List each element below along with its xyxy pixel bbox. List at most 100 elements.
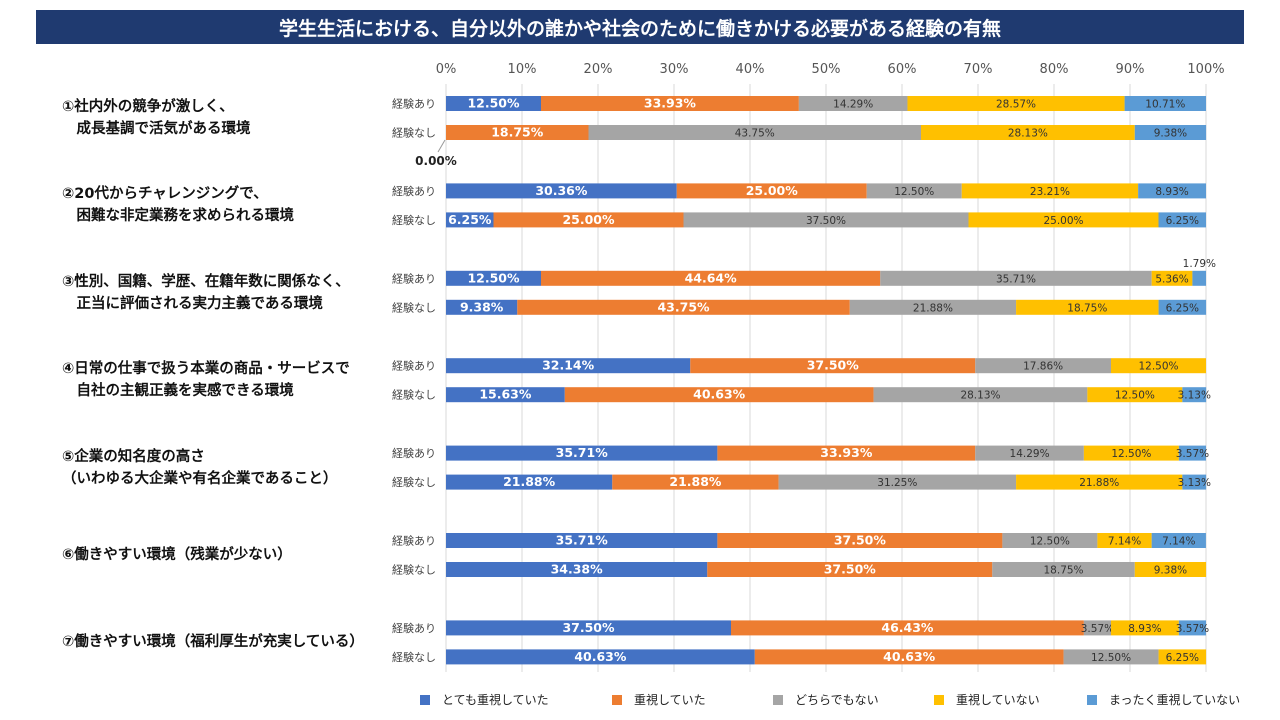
x-tick-label: 50% <box>812 62 841 77</box>
bar-segment <box>754 649 1064 665</box>
legend-label: どちらでもない <box>795 693 879 707</box>
row-label: 経験あり <box>392 621 436 635</box>
data-label: 3.57% <box>1176 448 1209 460</box>
bar-segment <box>1016 299 1159 315</box>
legend-item: 重視していない <box>934 691 1040 708</box>
bar-segment <box>1063 649 1159 665</box>
data-label: 35.71% <box>996 273 1036 285</box>
legend-item: 重視していた <box>612 691 706 708</box>
legend-swatch <box>773 694 783 705</box>
data-label: 3.57% <box>1176 623 1209 635</box>
bar-segment <box>907 96 1125 111</box>
data-label: 6.25% <box>1166 302 1199 314</box>
legend-label: とても重視していた <box>442 693 549 707</box>
bar-segment <box>1083 620 1111 636</box>
data-label: 28.13% <box>1008 128 1048 140</box>
data-label: 43.75% <box>735 128 775 140</box>
bar-segment <box>1083 445 1179 461</box>
data-label: 40.63% <box>693 387 746 402</box>
row-label: 経験なし <box>392 388 436 402</box>
legend-item: まったく重視していない <box>1087 691 1240 708</box>
data-label: 33.93% <box>820 445 873 460</box>
bar-segment <box>517 299 850 315</box>
bar-segment <box>446 445 718 461</box>
bar-segment <box>1134 125 1207 140</box>
category-label: ⑤企業の知名度の高さ （いわゆる大企業や有名企業であること） <box>62 448 338 487</box>
bar-segment <box>446 387 565 403</box>
category-label: ④日常の仕事で扱う本業の商品・サービスで 自社の主観正義を実感できる環境 <box>62 361 350 400</box>
bar-segment <box>707 562 993 577</box>
data-label: 12.50% <box>467 96 520 111</box>
legend-swatch <box>1087 694 1097 705</box>
bar-segment <box>1016 474 1183 490</box>
bar-segment <box>541 96 799 111</box>
x-tick-label: 30% <box>660 62 689 77</box>
data-label: 6.25% <box>448 212 492 227</box>
bar-segment <box>446 649 755 665</box>
bar-segment <box>683 212 969 228</box>
data-label: 46.43% <box>881 620 934 635</box>
bar-segment <box>1182 387 1207 403</box>
bar-segment <box>731 620 1084 636</box>
data-label: 7.14% <box>1108 536 1141 548</box>
x-tick-label: 0% <box>436 62 457 77</box>
data-label: 37.50% <box>834 533 887 548</box>
bar-segment <box>778 474 1017 490</box>
data-label: 33.93% <box>644 96 697 111</box>
bar-segment <box>717 445 976 461</box>
bar-segment <box>1158 299 1207 315</box>
x-tick-label: 40% <box>736 62 765 77</box>
bar-segment <box>1138 183 1206 199</box>
legend-swatch <box>420 694 430 705</box>
bar-segment <box>541 270 881 286</box>
data-label: 1.79% <box>1183 258 1216 270</box>
legend-swatch <box>612 694 622 705</box>
bar-segment <box>1002 533 1098 548</box>
data-label: 10.71% <box>1145 99 1185 111</box>
chart-title: 学生生活における、自分以外の誰かや社会のために働きかける必要がある経験の有無 <box>36 10 1244 44</box>
bar-segment <box>1178 445 1206 461</box>
bar-segment <box>446 474 613 490</box>
data-label: 12.50% <box>1138 361 1178 373</box>
bar-segment <box>1151 533 1206 548</box>
bar-segment <box>921 125 1135 140</box>
data-label: 21.88% <box>669 474 722 489</box>
bar-segment <box>446 183 677 199</box>
bar-segment <box>1134 562 1207 577</box>
data-label: 18.75% <box>491 125 544 140</box>
data-label: 3.13% <box>1178 477 1211 489</box>
bar-segment <box>690 358 976 374</box>
bar-segment <box>968 212 1159 228</box>
bar-segment <box>717 533 1003 548</box>
bar-segment <box>1178 620 1206 636</box>
data-label: 9.38% <box>1154 128 1187 140</box>
bar-segment <box>1158 649 1207 665</box>
data-label: 37.50% <box>824 562 877 577</box>
data-label: 23.21% <box>1030 186 1070 198</box>
bar-segment <box>866 183 962 199</box>
data-label: 6.25% <box>1166 652 1199 664</box>
row-label: 経験あり <box>392 534 436 548</box>
legend-swatch <box>934 694 944 705</box>
legend-item: どちらでもない <box>773 691 879 708</box>
data-label: 6.25% <box>1166 215 1199 227</box>
data-label: 5.36% <box>1155 273 1188 285</box>
bar-segment <box>588 125 921 140</box>
bar-segment <box>446 96 541 111</box>
data-label: 12.50% <box>467 270 520 285</box>
bar-segment <box>975 445 1084 461</box>
row-label: 経験なし <box>392 563 436 577</box>
bar-segment <box>1192 270 1206 286</box>
row-label: 経験なし <box>392 300 436 314</box>
data-label: 32.14% <box>542 358 595 373</box>
data-label: 8.93% <box>1155 186 1188 198</box>
bar-segment <box>992 562 1135 577</box>
data-label: 15.63% <box>479 387 532 402</box>
category-label: ⑦働きやすい環境（福利厚生が充実している） <box>62 634 364 651</box>
data-label: 28.57% <box>996 99 1036 111</box>
category-label: ①社内外の競争が激しく、 成長基調で活気がある環境 <box>62 99 251 137</box>
data-label: 12.50% <box>1091 652 1131 664</box>
bar-segment <box>446 358 691 374</box>
data-label: 43.75% <box>657 299 710 314</box>
bar-segment <box>446 270 541 286</box>
